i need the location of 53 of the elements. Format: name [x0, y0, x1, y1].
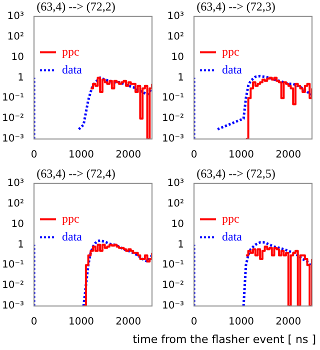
- x-tick-label: 0: [190, 316, 198, 328]
- y-tick-label: 10: [11, 52, 24, 63]
- y-tick-label: 10²: [7, 198, 24, 210]
- chart-title: (63,4) --> (72,4): [36, 166, 116, 180]
- y-tick-label: 10: [11, 218, 24, 230]
- x-tick-label: 2000: [116, 316, 142, 328]
- x-tick-label: 1000: [68, 150, 94, 161]
- x-axis-title: time from the flasher event [ ns ]: [132, 333, 316, 346]
- y-tick-label: 1: [18, 239, 24, 250]
- x-tick-label: 2000: [116, 150, 142, 161]
- y-tick-label: 10²: [167, 31, 184, 42]
- y-tick-label: 10⁻³: [162, 300, 184, 312]
- y-tick-label: 1: [18, 72, 24, 84]
- legend-label: ppc: [62, 44, 80, 58]
- y-tick-label: 10⁻²: [162, 280, 184, 292]
- y-tick-label: 10⁻¹: [2, 260, 24, 271]
- y-tick-label: 10⁻³: [2, 300, 24, 312]
- x-tick-label: 0: [30, 150, 38, 161]
- y-tick-label: 10⁻³: [162, 134, 184, 145]
- legend-label: data: [222, 229, 243, 244]
- y-tick-label: 1: [178, 239, 184, 250]
- legend-label: ppc: [222, 211, 240, 226]
- chart-title: (63,4) --> (72,5): [196, 166, 276, 180]
- legend-label: data: [62, 229, 83, 244]
- x-tick-label: 1000: [228, 316, 254, 328]
- y-tick-label: 10³: [167, 10, 184, 22]
- y-tick-label: 10: [171, 52, 184, 63]
- x-tick-label: 2000: [276, 316, 302, 328]
- legend-label: ppc: [62, 211, 80, 226]
- y-tick-label: 10³: [7, 178, 24, 189]
- y-tick-label: 1: [178, 72, 184, 84]
- y-tick-label: 10⁻¹: [2, 92, 24, 104]
- legend-label: data: [222, 62, 243, 76]
- y-tick-label: 10²: [167, 198, 184, 210]
- chart-title: (63,4) --> (72,2): [36, 0, 116, 14]
- y-tick-label: 10³: [7, 10, 24, 22]
- y-tick-label: 10⁻³: [2, 134, 24, 145]
- x-tick-label: 2000: [276, 150, 302, 161]
- y-tick-label: 10⁻¹: [162, 92, 184, 104]
- x-tick-label: 0: [30, 316, 38, 328]
- legend-label: data: [62, 62, 83, 76]
- y-tick-label: 10³: [167, 178, 184, 189]
- y-tick-label: 10⁻¹: [162, 260, 184, 271]
- y-tick-label: 10²: [7, 31, 24, 42]
- x-tick-label: 1000: [68, 316, 94, 328]
- y-tick-label: 10⁻²: [162, 113, 184, 124]
- x-tick-label: 0: [190, 150, 198, 161]
- y-tick-label: 10⁻²: [2, 113, 24, 124]
- y-tick-label: 10⁻²: [2, 280, 24, 292]
- x-tick-label: 1000: [228, 150, 254, 161]
- y-tick-label: 10: [171, 218, 184, 230]
- chart-title: (63,4) --> (72,3): [196, 0, 276, 14]
- legend-label: ppc: [222, 44, 240, 58]
